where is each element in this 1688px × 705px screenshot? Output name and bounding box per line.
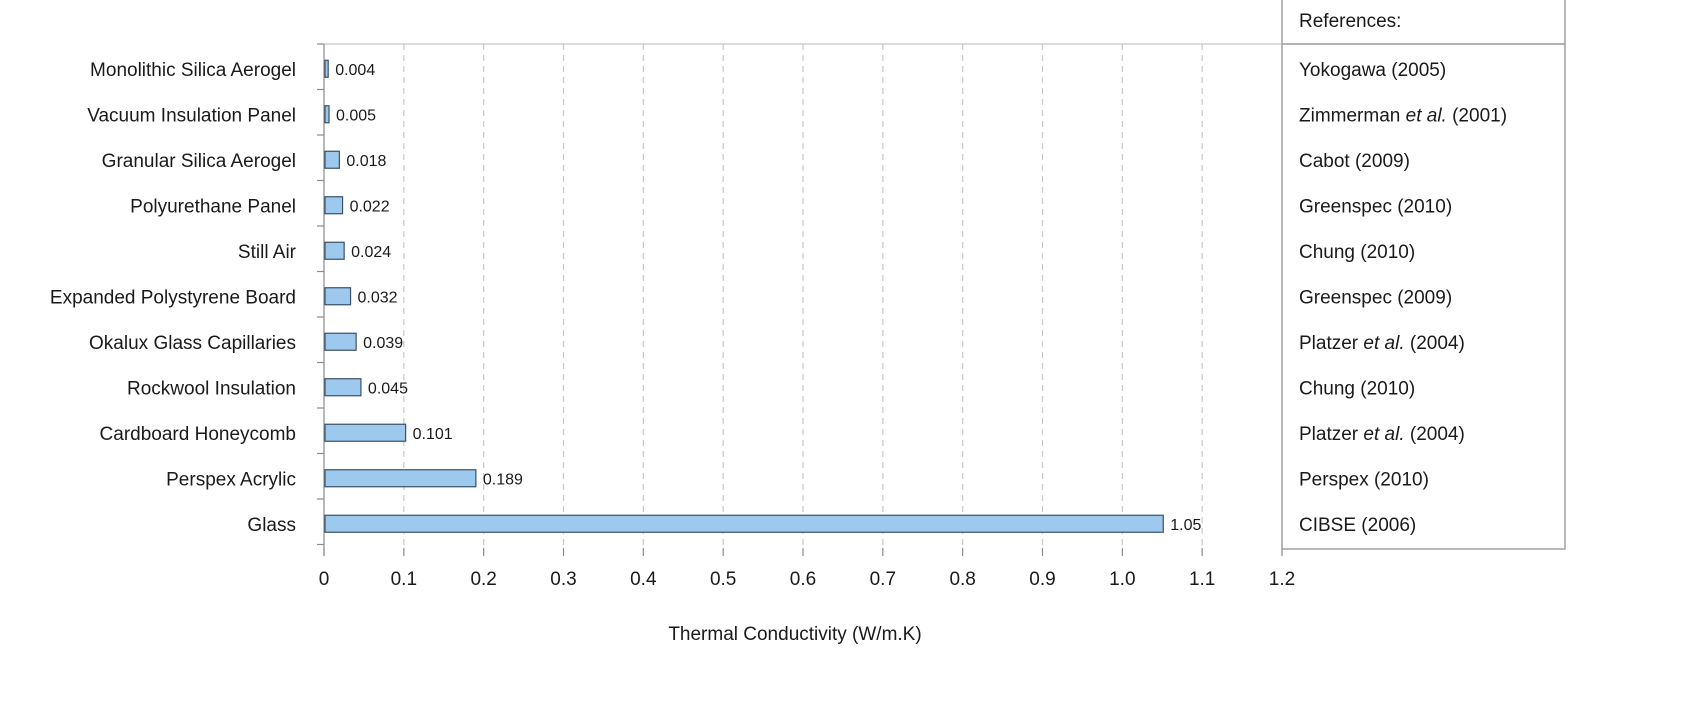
category-label: Granular Silica Aerogel <box>102 151 296 172</box>
bar <box>324 423 407 442</box>
x-tick-label: 0.6 <box>790 569 816 590</box>
data-label: 0.101 <box>413 426 453 443</box>
reference-item: Greenspec (2009) <box>1299 287 1452 308</box>
bar <box>324 59 329 78</box>
references-panel: References: Yokogawa (2005) Zimmerman et a… <box>1281 0 1566 550</box>
x-tick-label: 0.5 <box>710 569 736 590</box>
x-tick-label: 0 <box>319 569 330 590</box>
reference-item: CIBSE (2006) <box>1299 515 1416 536</box>
references-header: References: <box>1299 11 1401 32</box>
x-tick-label: 1.2 <box>1269 569 1295 590</box>
category-label: Monolithic Silica Aerogel <box>90 60 296 81</box>
category-label: Still Air <box>238 242 297 263</box>
x-tick-label: 0.7 <box>870 569 896 590</box>
x-tick-label: 0.4 <box>630 569 657 590</box>
bar <box>324 241 345 260</box>
category-label: Vacuum Insulation Panel <box>87 105 296 126</box>
data-label: 0.004 <box>335 62 375 79</box>
reference-item: Greenspec (2010) <box>1299 196 1452 217</box>
data-label: 0.022 <box>350 198 390 215</box>
reference-item: Yokogawa (2005) <box>1299 60 1446 81</box>
category-label: Glass <box>247 515 296 536</box>
reference-item: Zimmerman et al. (2001) <box>1299 105 1507 126</box>
data-label: 0.024 <box>351 244 391 261</box>
x-tick-label: 0.1 <box>391 569 417 590</box>
bar <box>324 287 352 306</box>
bar <box>324 378 362 397</box>
data-label: 0.039 <box>363 335 403 352</box>
x-axis-title: Thermal Conductivity (W/m.K) <box>668 624 921 645</box>
data-label: 1.05 <box>1170 517 1201 534</box>
data-label: 0.189 <box>483 471 523 488</box>
bar <box>324 514 1164 533</box>
category-label: Cardboard Honeycomb <box>100 424 296 445</box>
labels-layer: Monolithic Silica Aerogel 0.004 Vacuum Ins… <box>50 60 1202 536</box>
bar <box>324 196 344 215</box>
reference-item: Platzer et al. (2004) <box>1299 424 1465 445</box>
category-label: Okalux Glass Capillaries <box>89 333 296 354</box>
x-tick-label: 0.8 <box>949 569 975 590</box>
reference-item: Chung (2010) <box>1299 242 1415 263</box>
x-tick-label: 0.9 <box>1029 569 1055 590</box>
category-label: Rockwool Insulation <box>127 378 296 399</box>
x-tick-label: 0.3 <box>550 569 576 590</box>
grid-layer <box>403 44 1203 548</box>
bars-layer <box>324 59 1164 533</box>
axes-layer: 0 0.1 0.2 0.3 0.4 0.5 0.6 0.7 0.8 0.9 1.0 1.1 1.2 <box>317 43 1295 590</box>
x-tick-label: 1.1 <box>1189 569 1215 590</box>
x-tick-label: 0.2 <box>470 569 496 590</box>
bar <box>324 332 357 351</box>
data-label: 0.005 <box>336 107 376 124</box>
data-label: 0.032 <box>358 289 398 306</box>
data-label: 0.018 <box>346 153 386 170</box>
category-label: Polyurethane Panel <box>130 196 296 217</box>
reference-item: Cabot (2009) <box>1299 151 1410 172</box>
category-label: Perspex Acrylic <box>166 469 296 490</box>
x-tick-label: 1.0 <box>1109 569 1135 590</box>
bar <box>324 150 340 169</box>
reference-item: Chung (2010) <box>1299 378 1415 399</box>
bar <box>324 105 330 124</box>
reference-item: Perspex (2010) <box>1299 469 1429 490</box>
bar <box>324 469 477 488</box>
references-border <box>1281 0 1566 550</box>
category-label: Expanded Polystyrene Board <box>50 287 296 308</box>
reference-item: Platzer et al. (2004) <box>1299 333 1465 354</box>
data-label: 0.045 <box>368 380 408 397</box>
